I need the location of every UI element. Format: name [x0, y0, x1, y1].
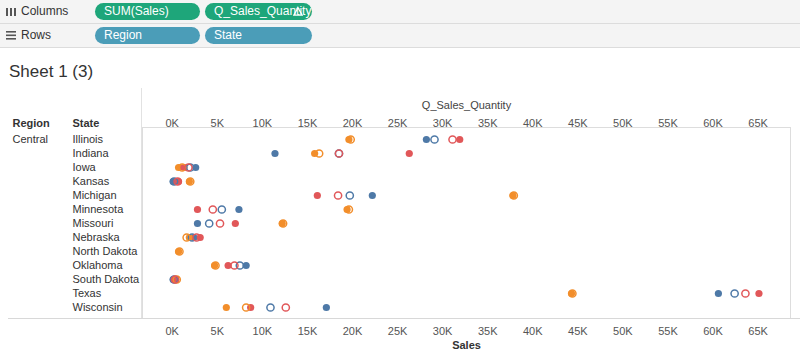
svg-text:South Dakota: South Dakota [73, 273, 141, 285]
svg-text:60K: 60K [703, 117, 723, 129]
svg-text:55K: 55K [658, 117, 678, 129]
svg-text:5K: 5K [211, 325, 225, 337]
svg-text:0K: 0K [166, 117, 180, 129]
svg-text:55K: 55K [658, 325, 678, 337]
svg-text:10K: 10K [253, 325, 273, 337]
svg-text:60K: 60K [703, 325, 723, 337]
svg-text:North Dakota: North Dakota [73, 245, 139, 257]
html-text:State: State [214, 28, 242, 42]
svg-text:Indiana: Indiana [73, 147, 110, 159]
svg-text:10K: 10K [253, 117, 273, 129]
svg-text:Q_Sales_Quantity: Q_Sales_Quantity [422, 99, 512, 111]
svg-text:Iowa: Iowa [73, 161, 97, 173]
svg-text:25K: 25K [388, 117, 408, 129]
svg-text:40K: 40K [523, 325, 543, 337]
svg-text:Central: Central [13, 133, 48, 145]
svg-text:Texas: Texas [73, 287, 102, 299]
svg-text:Missouri: Missouri [73, 217, 114, 229]
html-text:Region: Region [104, 28, 142, 42]
svg-text:Illinois: Illinois [73, 133, 104, 145]
svg-text:5K: 5K [211, 117, 225, 129]
svg-text:30K: 30K [433, 117, 453, 129]
html-text:Columns: Columns [21, 4, 69, 18]
svg-text:20K: 20K [343, 325, 363, 337]
html-text:Rows: Rows [21, 28, 51, 42]
html-text:SUM(Sales): SUM(Sales) [104, 4, 169, 18]
svg-text:Oklahoma: Oklahoma [73, 259, 124, 271]
svg-text:50K: 50K [613, 117, 633, 129]
svg-text:35K: 35K [478, 325, 498, 337]
html-text:Sheet 1 (3): Sheet 1 (3) [9, 62, 94, 81]
svg-text:Minnesota: Minnesota [73, 203, 125, 215]
svg-text:Kansas: Kansas [73, 175, 110, 187]
svg-text:20K: 20K [343, 117, 363, 129]
svg-text:Sales: Sales [452, 339, 481, 351]
svg-text:45K: 45K [568, 325, 588, 337]
svg-text:Region: Region [13, 117, 51, 129]
svg-text:Michigan: Michigan [73, 189, 117, 201]
svg-text:50K: 50K [613, 325, 633, 337]
svg-text:40K: 40K [523, 117, 543, 129]
svg-text:35K: 35K [478, 117, 498, 129]
html-text:Q_Sales_Quantity: Q_Sales_Quantity [214, 4, 312, 18]
svg-text:15K: 15K [298, 117, 318, 129]
svg-text:0K: 0K [166, 325, 180, 337]
svg-text:30K: 30K [433, 325, 453, 337]
svg-text:State: State [73, 117, 100, 129]
svg-text:65K: 65K [748, 117, 768, 129]
svg-text:45K: 45K [568, 117, 588, 129]
svg-text:Wisconsin: Wisconsin [73, 301, 123, 313]
svg-text:25K: 25K [388, 325, 408, 337]
svg-text:15K: 15K [298, 325, 318, 337]
svg-text:65K: 65K [748, 325, 768, 337]
svg-text:Nebraska: Nebraska [73, 231, 121, 243]
